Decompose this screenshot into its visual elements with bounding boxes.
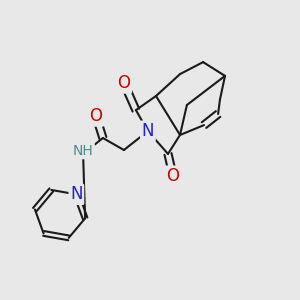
- Text: N: N: [142, 122, 154, 140]
- Text: NH: NH: [73, 144, 94, 158]
- Text: O: O: [117, 74, 130, 92]
- Text: N: N: [70, 185, 82, 203]
- Text: O: O: [167, 167, 180, 185]
- Text: O: O: [89, 107, 103, 125]
